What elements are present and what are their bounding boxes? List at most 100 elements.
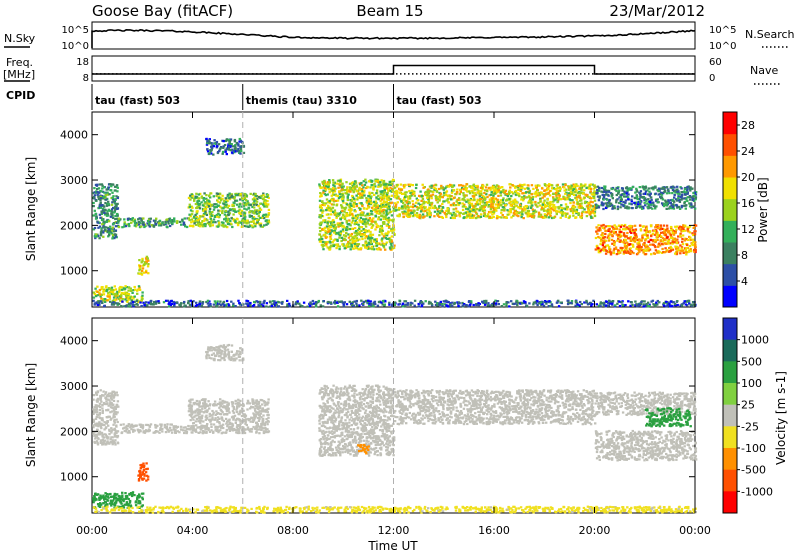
power-cell bbox=[527, 201, 530, 204]
power-cell bbox=[547, 216, 551, 219]
power-cell bbox=[552, 197, 555, 200]
power-cell bbox=[101, 207, 105, 211]
power-cell bbox=[565, 212, 568, 216]
power-cell bbox=[424, 209, 427, 213]
power-cell bbox=[371, 191, 374, 195]
power-cell bbox=[685, 204, 688, 207]
power-cell bbox=[552, 206, 555, 209]
power-cell bbox=[120, 294, 123, 297]
power-cell bbox=[338, 234, 341, 237]
power-cell bbox=[583, 201, 587, 205]
power-cell bbox=[336, 179, 340, 182]
power-cell bbox=[210, 219, 213, 222]
power-cell bbox=[572, 185, 576, 189]
power-cell bbox=[598, 236, 601, 240]
power-cell bbox=[412, 203, 415, 206]
power-cell bbox=[348, 219, 351, 222]
power-cell bbox=[691, 301, 695, 304]
power-cell bbox=[349, 224, 352, 227]
power-cell bbox=[327, 188, 331, 191]
power-cell bbox=[224, 197, 227, 200]
power-cell bbox=[680, 205, 684, 208]
power-cell bbox=[433, 188, 436, 192]
power-cell bbox=[472, 183, 476, 186]
power-cell bbox=[130, 221, 133, 224]
power-cell bbox=[344, 238, 347, 242]
power-cell bbox=[361, 192, 364, 195]
power-cell bbox=[339, 230, 343, 233]
power-cell bbox=[665, 300, 668, 303]
power-cell bbox=[113, 207, 116, 210]
power-cell bbox=[694, 198, 697, 201]
power-cell bbox=[548, 212, 552, 215]
power-cell bbox=[199, 225, 202, 228]
power-cell bbox=[367, 235, 371, 238]
power-cell bbox=[232, 304, 235, 307]
power-cell bbox=[226, 220, 229, 223]
power-cell bbox=[226, 199, 229, 202]
power-cell bbox=[664, 247, 667, 250]
power-cell bbox=[171, 219, 174, 222]
power-cell bbox=[603, 194, 606, 197]
power-cell bbox=[218, 192, 222, 196]
power-cell bbox=[499, 194, 503, 197]
power-cell bbox=[541, 205, 544, 208]
power-cell bbox=[197, 199, 201, 203]
power-cell bbox=[554, 207, 557, 210]
power-cell bbox=[321, 180, 324, 183]
power-cell bbox=[597, 251, 601, 254]
power-cell bbox=[124, 285, 127, 288]
power-cell bbox=[120, 288, 124, 291]
power-cell bbox=[353, 202, 357, 205]
power-cell bbox=[485, 183, 489, 186]
power-cell bbox=[668, 192, 671, 195]
power-cell bbox=[106, 229, 109, 232]
power-cell bbox=[395, 189, 398, 192]
power-cell bbox=[108, 234, 111, 237]
power-cell bbox=[486, 195, 489, 199]
power-cell bbox=[599, 243, 602, 246]
power-cell bbox=[332, 181, 335, 184]
power-cell bbox=[644, 204, 647, 207]
power-cell bbox=[364, 229, 367, 232]
power-cell bbox=[385, 224, 389, 227]
power-cell bbox=[396, 194, 399, 197]
power-cell bbox=[603, 188, 606, 191]
power-cell bbox=[342, 196, 345, 199]
power-cell bbox=[218, 221, 221, 224]
power-cell bbox=[298, 302, 301, 305]
power-cell bbox=[401, 207, 405, 210]
power-cell bbox=[685, 198, 688, 201]
power-cell bbox=[359, 207, 362, 210]
power-cell bbox=[328, 216, 331, 220]
power-cell bbox=[656, 198, 659, 201]
power-cell bbox=[694, 241, 697, 244]
power-cell bbox=[361, 204, 364, 208]
power-cell bbox=[531, 198, 534, 201]
power-cell bbox=[266, 193, 270, 197]
power-cell bbox=[588, 196, 592, 199]
power-cell bbox=[621, 228, 625, 231]
power-cell bbox=[424, 201, 427, 204]
power-cell bbox=[205, 137, 208, 140]
power-cell bbox=[329, 237, 332, 240]
power-cell bbox=[387, 189, 390, 192]
power-cell bbox=[671, 192, 674, 195]
power-cell bbox=[240, 194, 243, 197]
freq-tick-top: 18 bbox=[76, 57, 89, 68]
power-cell bbox=[547, 187, 550, 190]
power-cell bbox=[452, 196, 456, 200]
power-cell bbox=[118, 297, 121, 301]
power-cell bbox=[115, 212, 119, 216]
power-cell bbox=[604, 189, 607, 192]
power-cell bbox=[242, 217, 245, 220]
power-cell bbox=[95, 215, 98, 218]
power-cell bbox=[111, 196, 114, 199]
power-cell bbox=[470, 202, 474, 205]
power-cell bbox=[363, 244, 366, 247]
power-cell bbox=[439, 192, 443, 195]
power-cell bbox=[181, 218, 184, 221]
power-cell bbox=[137, 285, 141, 288]
power-cell bbox=[239, 152, 242, 155]
power-cell bbox=[206, 150, 210, 153]
